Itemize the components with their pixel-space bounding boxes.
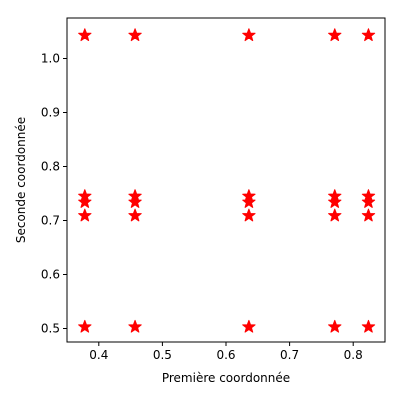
data-point-star [128,28,142,42]
x-axis-label: Première coordonnée [162,371,290,385]
y-tick-label: 0.5 [41,322,60,336]
y-tick-label: 0.9 [41,106,60,120]
data-point-star [78,208,92,222]
y-tick-label: 0.6 [41,268,60,282]
x-tick-label: 0.4 [89,348,108,362]
data-point-star [328,319,342,333]
y-axis-label: Seconde coordonnée [14,117,28,243]
data-point-star [361,28,376,42]
data-points [78,28,376,333]
data-point-star [361,189,376,202]
data-point-star [242,189,256,202]
y-tick-label: 0.7 [41,214,60,228]
y-tick-label: 1.0 [41,52,60,66]
data-point-star [78,319,92,333]
data-point-star [328,208,342,222]
data-point-star [128,195,142,208]
x-tick-label: 0.5 [153,348,172,362]
x-tick-label: 0.7 [280,348,299,362]
y-tick-label: 0.8 [41,160,60,174]
data-point-star [242,195,256,208]
y-axis-ticks: 0.5 0.6 0.7 0.8 0.9 1.0 [41,52,67,336]
data-point-star [328,195,342,208]
data-point-star [78,28,92,42]
data-point-star [361,208,376,222]
data-point-star [242,28,256,42]
plot-area-frame [66,17,386,343]
data-point-star [328,28,342,42]
data-point-star [128,319,142,333]
x-tick-label: 0.6 [216,348,235,362]
data-point-star [128,208,142,222]
data-point-star [361,195,376,208]
data-point-star [242,208,256,222]
data-point-star [361,319,376,333]
data-point-star [78,195,92,208]
data-point-star [328,189,342,202]
x-tick-label: 0.8 [344,348,363,362]
x-axis-ticks: 0.4 0.5 0.6 0.7 0.8 [89,342,363,362]
data-point-star [128,189,142,202]
data-point-star [78,189,92,202]
data-point-star [242,319,256,333]
